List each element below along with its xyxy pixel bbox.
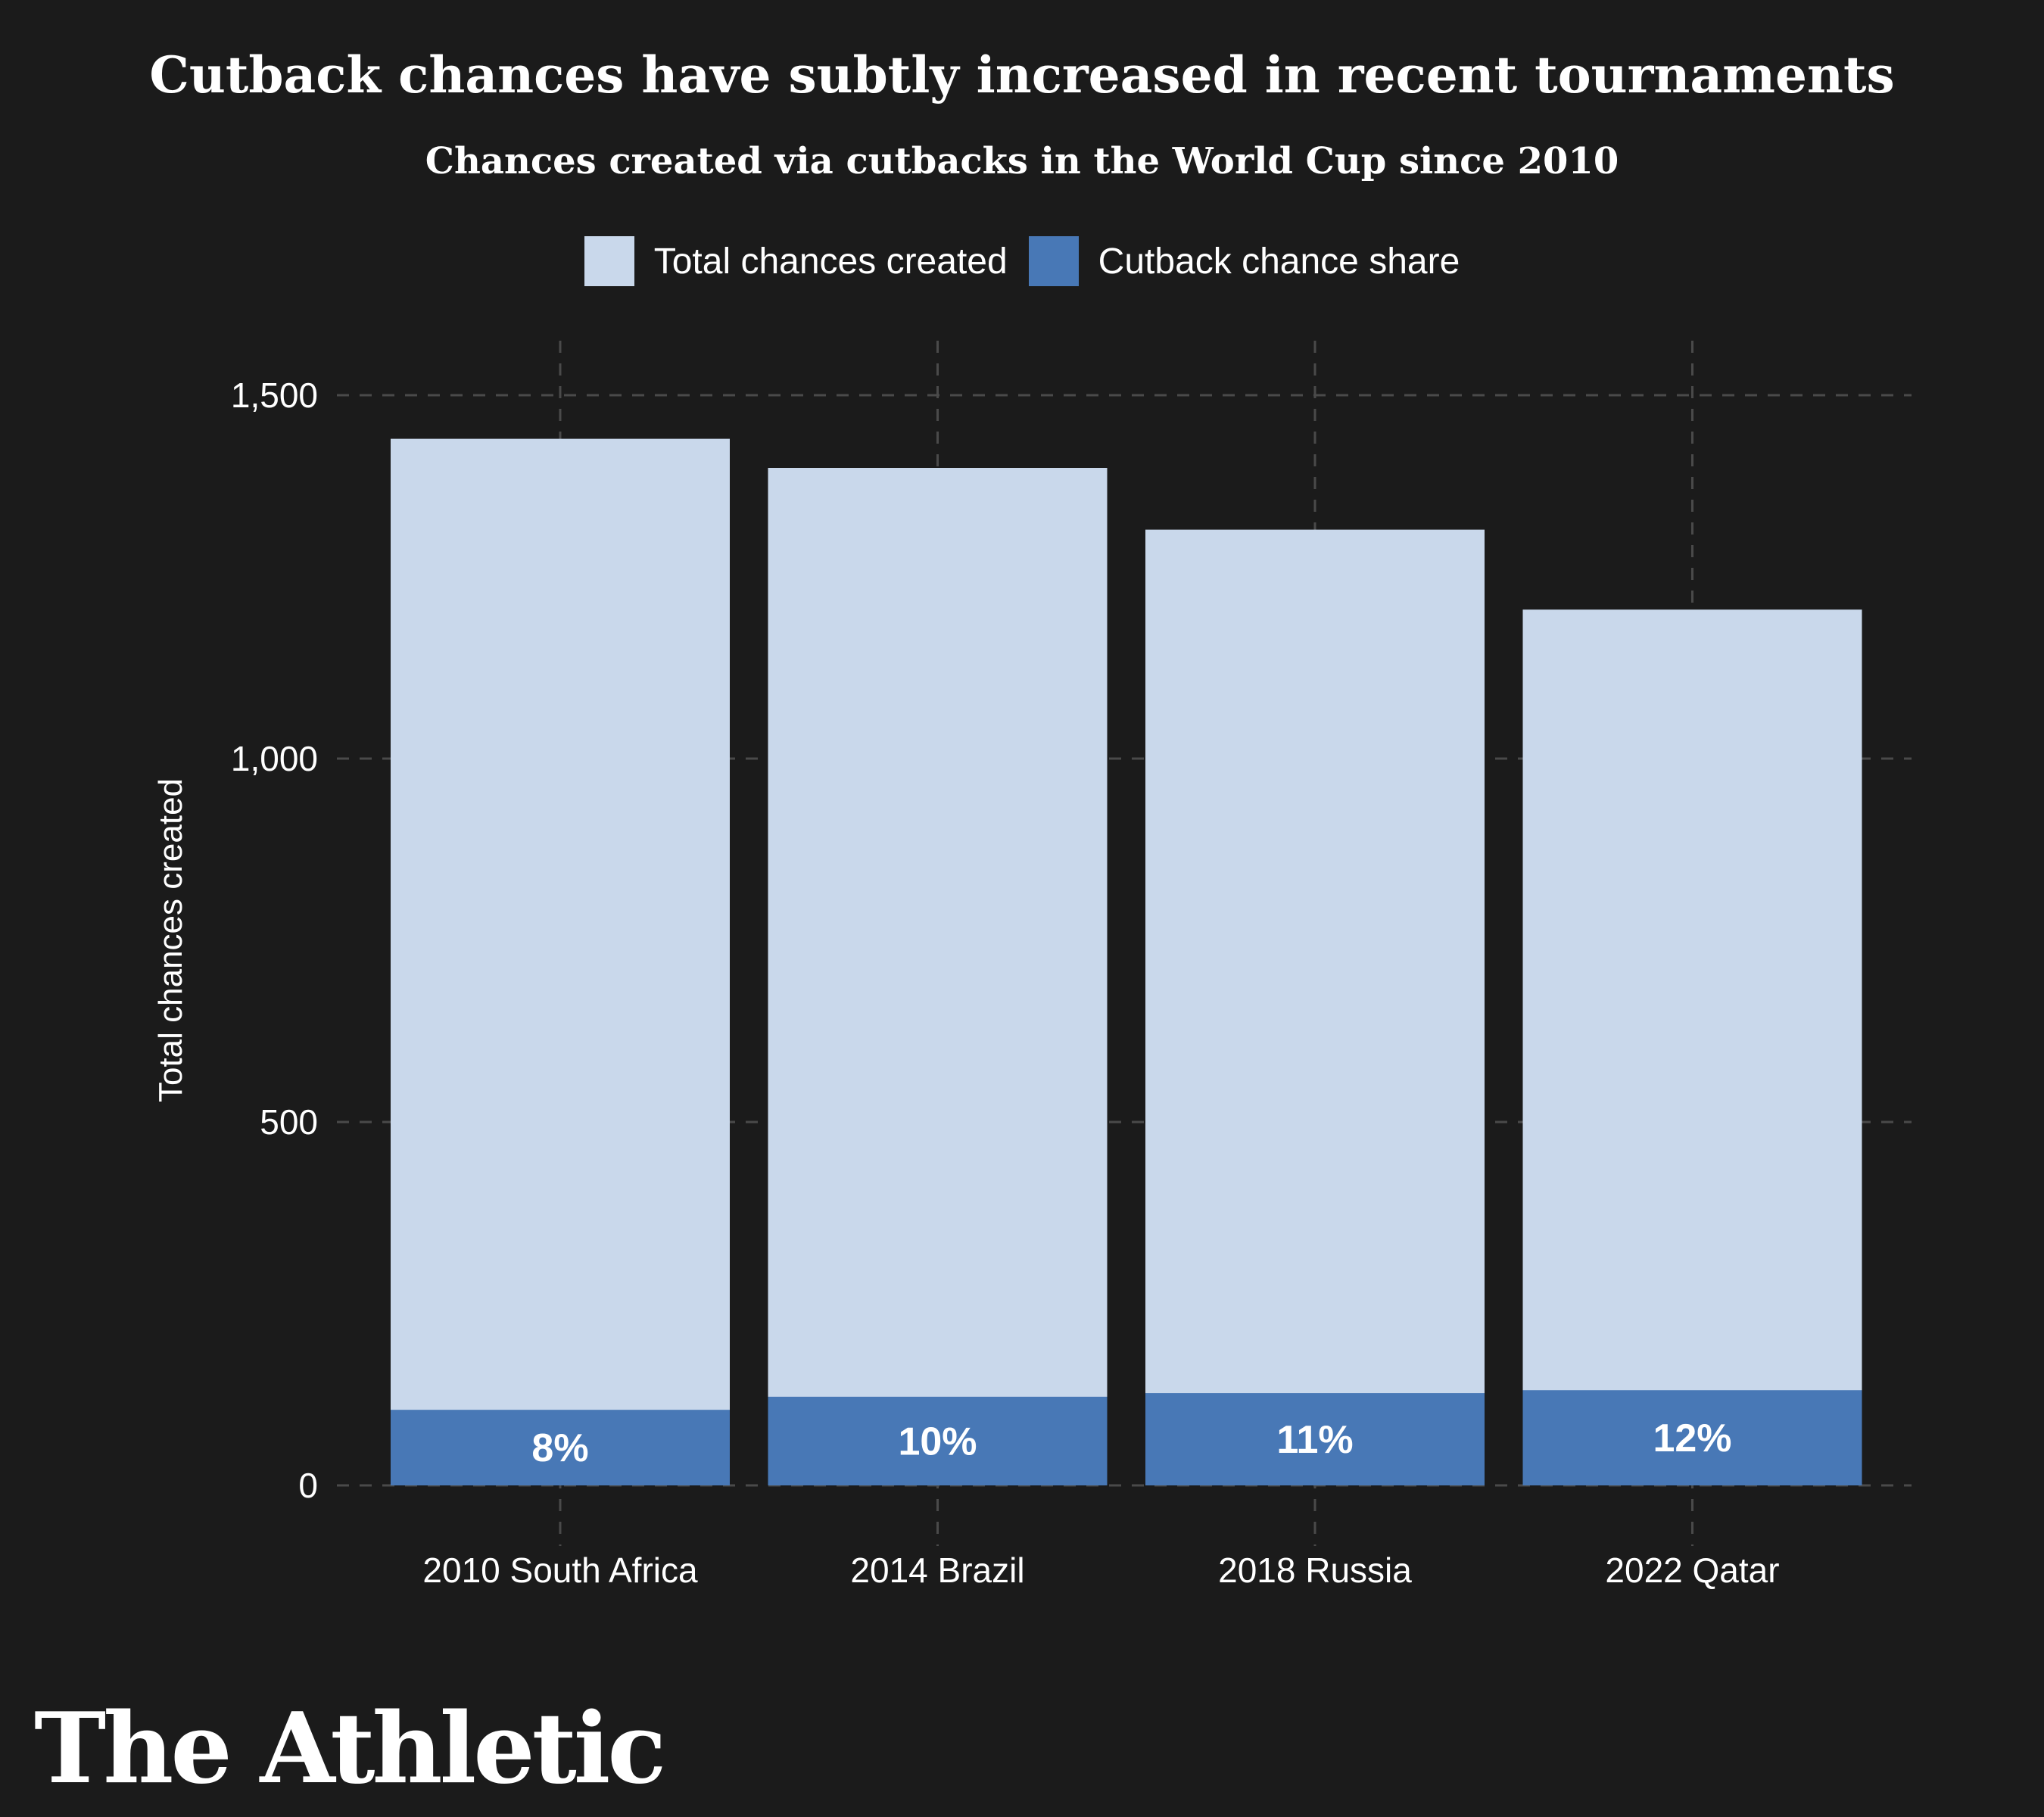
x-tick-label: 2014 Brazil [850,1551,1024,1590]
legend-label-total: Total chances created [653,241,1008,282]
bar-total [391,438,730,1485]
bar-cutback [768,1396,1108,1485]
y-tick-label: 0 [298,1466,318,1505]
x-tick-label: 2018 Russia [1218,1551,1412,1590]
legend: Total chances created Cutback chance sha… [0,236,2044,286]
y-tick-label: 500 [260,1102,318,1142]
x-tick-label: 2022 Qatar [1605,1551,1779,1590]
legend-item-total: Total chances created [584,236,1008,286]
legend-label-cutback: Cutback chance share [1098,241,1460,282]
bar-total [1145,529,1485,1485]
y-axis-title: Total chances created [152,778,189,1102]
legend-swatch-total [584,236,634,286]
bar-cutback [1145,1393,1485,1485]
bar-total [768,468,1108,1485]
y-tick-label: 1,000 [231,739,318,778]
bar-data-label: 8% [531,1426,588,1470]
bar-data-label: 10% [898,1420,977,1463]
bar-data-label: 11% [1276,1418,1353,1462]
brand-logo: The Athletic [34,1692,666,1806]
bar-cutback [391,1410,730,1485]
legend-item-cutback: Cutback chance share [1028,236,1460,286]
y-tick-label: 1,500 [231,376,318,415]
bar-cutback [1522,1390,1862,1485]
chart-subtitle: Chances created via cutbacks in the Worl… [425,140,1619,182]
legend-swatch-cutback [1028,236,1079,286]
bar-data-label: 12% [1653,1417,1731,1460]
chart-title: Cutback chances have subtly increased in… [149,45,1895,104]
x-tick-label: 2010 South Africa [422,1551,698,1590]
bar-total [1522,609,1862,1486]
